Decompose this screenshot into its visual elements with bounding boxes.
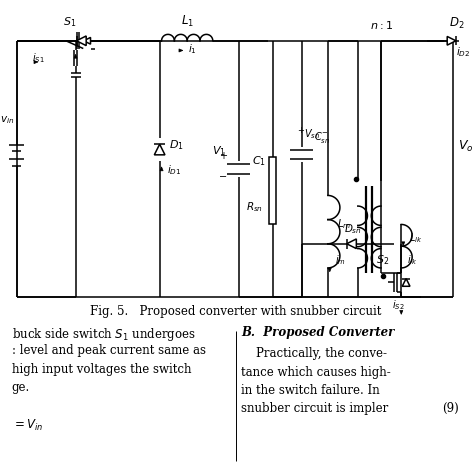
Text: in the switch failure. In: in the switch failure. In: [241, 384, 380, 397]
Polygon shape: [155, 144, 165, 155]
Text: : level and peak current same as: : level and peak current same as: [12, 344, 206, 357]
Text: +: +: [297, 126, 304, 135]
Text: $L_m$: $L_m$: [337, 217, 351, 231]
Text: $i_{D2}$: $i_{D2}$: [456, 46, 471, 59]
Text: (9): (9): [443, 402, 459, 415]
Text: $i_1$: $i_1$: [188, 42, 196, 56]
Text: $L_{lk}$: $L_{lk}$: [409, 231, 422, 245]
Polygon shape: [179, 49, 183, 52]
Polygon shape: [402, 279, 410, 286]
Text: $n:1$: $n:1$: [370, 19, 393, 31]
Polygon shape: [328, 268, 331, 272]
Text: $V_o$: $V_o$: [458, 138, 474, 154]
Text: buck side switch $S_1$ undergoes: buck side switch $S_1$ undergoes: [12, 326, 196, 343]
Polygon shape: [160, 167, 163, 171]
Polygon shape: [76, 36, 86, 46]
Polygon shape: [346, 239, 356, 248]
Text: $i_{S2}$: $i_{S2}$: [392, 299, 405, 312]
Text: $V_1$: $V_1$: [211, 145, 225, 158]
Text: B.  Proposed Converter: B. Proposed Converter: [241, 326, 394, 339]
Polygon shape: [34, 61, 38, 64]
Text: tance which causes high-: tance which causes high-: [241, 365, 391, 379]
Text: $i_{S1}$: $i_{S1}$: [32, 51, 45, 65]
Text: $C_1$: $C_1$: [253, 154, 266, 168]
Text: ge.: ge.: [12, 381, 30, 394]
Text: $S_2$: $S_2$: [376, 253, 389, 267]
Polygon shape: [400, 310, 403, 314]
Bar: [269, 157, 276, 224]
Text: $R_{sn}$: $R_{sn}$: [246, 201, 263, 214]
Text: $D_2$: $D_2$: [448, 16, 464, 31]
Text: Practically, the conve-: Practically, the conve-: [241, 347, 387, 360]
Polygon shape: [469, 51, 473, 54]
Text: $= V_{in}$: $= V_{in}$: [12, 418, 43, 433]
Text: $C_{sn}^{-}$: $C_{sn}^{-}$: [314, 130, 330, 145]
Text: Fig. 5.   Proposed converter with snubber circuit: Fig. 5. Proposed converter with snubber …: [91, 305, 382, 318]
Text: $D_1$: $D_1$: [169, 138, 184, 152]
Text: −: −: [219, 173, 228, 182]
Polygon shape: [84, 37, 91, 44]
Text: $S_1$: $S_1$: [63, 15, 76, 29]
Text: $i_{D1}$: $i_{D1}$: [167, 164, 182, 177]
Text: +: +: [219, 151, 228, 161]
Text: $L_1$: $L_1$: [181, 14, 194, 29]
Text: snubber circuit is impler: snubber circuit is impler: [241, 402, 388, 415]
Text: high input voltages the switch: high input voltages the switch: [12, 363, 191, 376]
Polygon shape: [74, 55, 77, 58]
Text: $i_{lk}$: $i_{lk}$: [407, 253, 418, 267]
Text: $v_{in}$: $v_{in}$: [0, 115, 15, 127]
Polygon shape: [447, 36, 456, 45]
Text: $i_m$: $i_m$: [335, 253, 346, 267]
Polygon shape: [401, 242, 405, 246]
Text: $D_{sn}$: $D_{sn}$: [345, 222, 363, 236]
Text: $V_{sn}$: $V_{sn}$: [304, 127, 319, 141]
